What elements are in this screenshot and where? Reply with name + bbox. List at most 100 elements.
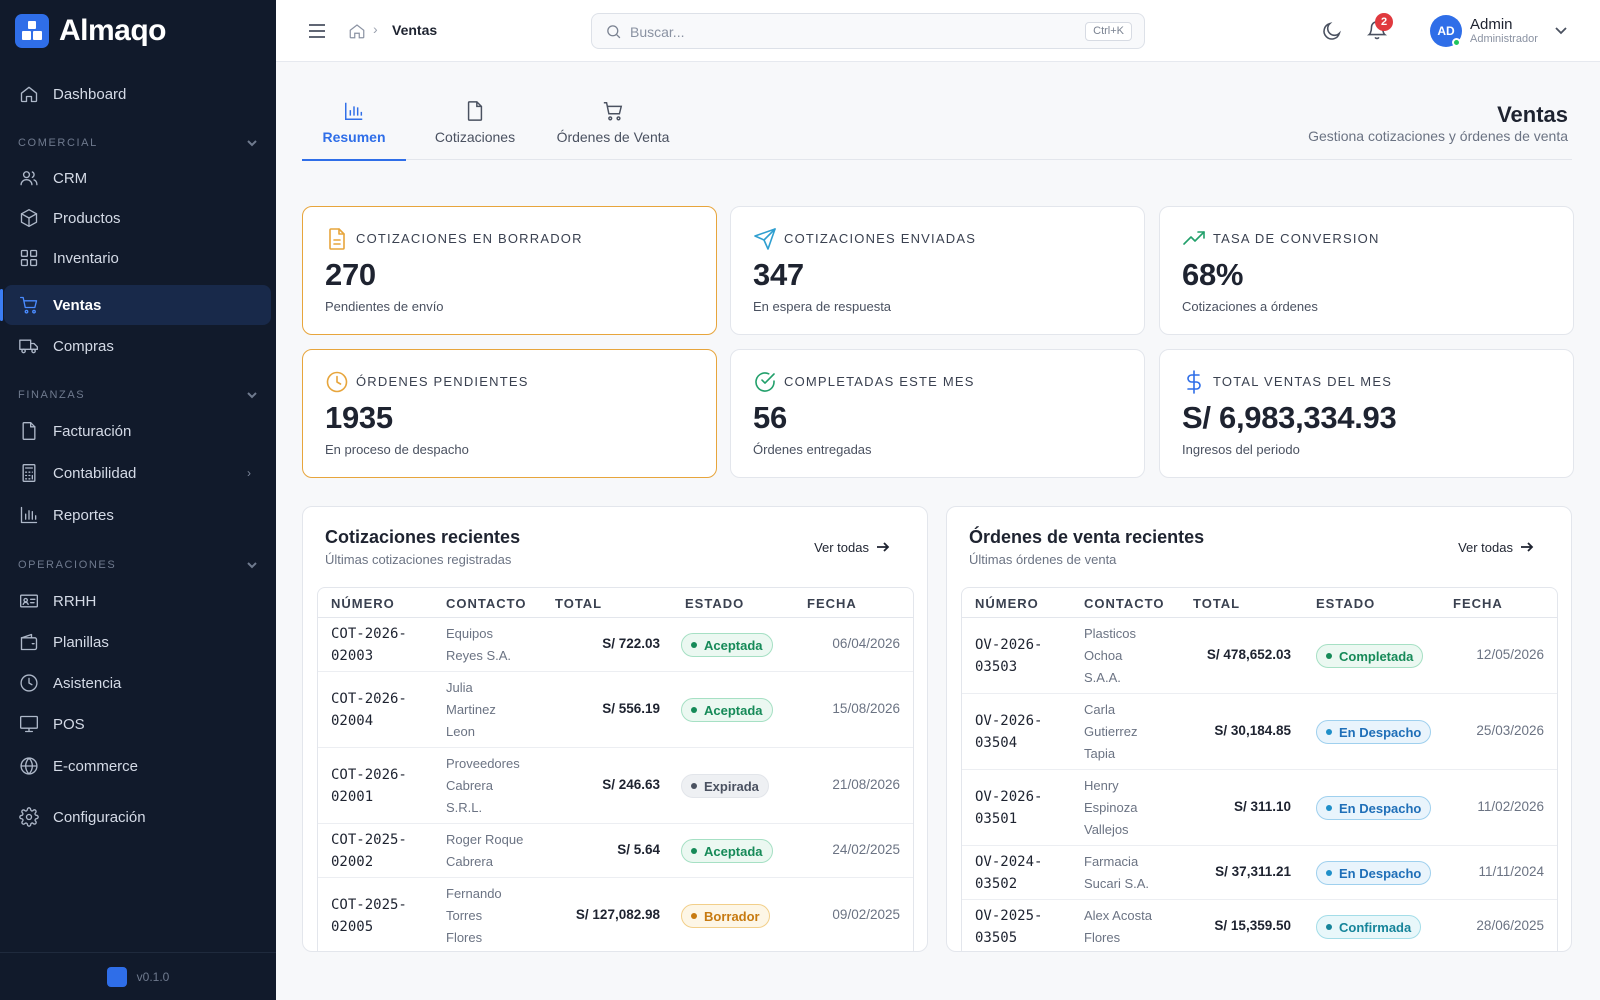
row-number[interactable]: OV-2026- 03501	[975, 786, 1042, 830]
status-dot-icon	[691, 642, 697, 648]
table-row[interactable]: COT-2026- 02001 Proveedores Cabrera S.R.L. S/…	[318, 748, 913, 824]
row-number[interactable]: OV-2026- 03504	[975, 710, 1042, 754]
stat-value: 270	[325, 257, 376, 292]
row-number[interactable]: COT-2025- 02005	[331, 894, 407, 938]
sidebar-item-dashboard[interactable]: Dashboard	[4, 74, 271, 114]
panel-title: Órdenes de venta recientes	[969, 527, 1205, 547]
theme-toggle-moon-icon[interactable]	[1321, 20, 1343, 42]
column-header[interactable]: FECHA	[1453, 596, 1503, 611]
gear-icon	[19, 807, 39, 827]
row-total: S/ 246.63	[602, 777, 660, 792]
row-total: S/ 311.10	[1233, 799, 1291, 814]
row-number[interactable]: OV-2026- 03503	[975, 634, 1042, 678]
column-header[interactable]: ESTADO	[1316, 596, 1376, 611]
row-number-line: 02005	[331, 919, 374, 935]
row-total: S/ 30,184.85	[1214, 723, 1291, 738]
row-date: 25/03/2026	[1476, 723, 1544, 738]
sidebar-item-reportes[interactable]: Reportes	[4, 495, 271, 535]
stat-card-completadas-mes[interactable]: COMPLETADAS ESTE MES 56 Órdenes entregad…	[730, 349, 1145, 478]
column-header[interactable]: NÚMERO	[331, 596, 395, 611]
table-row[interactable]: COT-2025- 02005 Fernando Torres Flores S/ 127…	[318, 878, 913, 951]
chevron-down-icon	[247, 140, 257, 147]
stat-card-ordenes-pendientes[interactable]: ÓRDENES PENDIENTES 1935 En proceso de de…	[302, 349, 717, 478]
stat-title: COTIZACIONES EN BORRADOR	[356, 231, 583, 246]
row-contact-line: Plasticos	[1084, 626, 1137, 641]
view-all-orders-link[interactable]: Ver todas	[1458, 539, 1535, 555]
row-number-line: COT-2026-	[331, 767, 407, 783]
table-row[interactable]: COT-2026- 02004 Julia Martinez Leon S/ 556.19…	[318, 672, 913, 748]
sidebar-item-productos[interactable]: Productos	[4, 198, 271, 238]
search-input[interactable]	[630, 22, 1030, 42]
row-contact: Farmacia Sucari S.A.	[1084, 851, 1149, 895]
row-number-line: 03502	[975, 876, 1018, 892]
column-header[interactable]: CONTACTO	[1084, 596, 1165, 611]
table-row[interactable]: OV-2026- 03501 Henry Espinoza Vallejos S/ 311…	[962, 770, 1557, 846]
clock-icon	[20, 674, 38, 692]
chevron-down-icon	[247, 392, 257, 399]
stat-card-total-ventas-mes[interactable]: TOTAL VENTAS DEL MES S/ 6,983,334.93 Ing…	[1159, 349, 1574, 478]
row-number[interactable]: OV-2024- 03502	[975, 851, 1042, 895]
sidebar-item-crm[interactable]: CRM	[4, 158, 271, 198]
row-contact-line: Ochoa	[1084, 648, 1123, 663]
sidebar-item-contabilidad[interactable]: Contabilidad ›	[4, 453, 271, 493]
row-number[interactable]: OV-2025- 03505	[975, 905, 1042, 949]
breadcrumb-home-icon[interactable]	[348, 22, 366, 40]
status-label: Confirmada	[1339, 919, 1412, 935]
brand[interactable]: Almaqo	[0, 0, 276, 62]
stat-card-tasa-conversion[interactable]: TASA DE CONVERSION 68% Cotizaciones a ór…	[1159, 206, 1574, 335]
row-number-line: 03503	[975, 659, 1018, 675]
table-row[interactable]: COT-2026- 02003 Equipos Reyes S.A. S/ 722.03…	[318, 618, 913, 672]
sidebar-item-ecommerce[interactable]: E-commerce	[4, 746, 271, 786]
sidebar-item-configuracion[interactable]: Configuración	[4, 797, 271, 837]
sidebar-item-compras[interactable]: Compras	[4, 326, 271, 366]
table-row[interactable]: OV-2024- 03502 Farmacia Sucari S.A. S/ 37,31…	[962, 846, 1557, 900]
tab-cotizaciones[interactable]: Cotizaciones	[420, 92, 530, 160]
user-menu-chevron-down-icon[interactable]	[1553, 22, 1569, 38]
sidebar-item-label: Configuración	[53, 808, 146, 826]
tab-resumen[interactable]: Resumen	[302, 92, 406, 161]
section-operaciones[interactable]: OPERACIONES	[18, 559, 258, 571]
sidebar-item-rrhh[interactable]: RRHH	[4, 581, 271, 621]
view-all-quotes-link[interactable]: Ver todas	[814, 539, 891, 555]
section-finanzas[interactable]: FINANZAS	[18, 389, 258, 401]
row-number[interactable]: COT-2026- 02004	[331, 688, 407, 732]
tab-label: Órdenes de Venta	[556, 129, 670, 145]
table-row[interactable]: COT-2025- 02002 Roger Roque Cabrera S/ 5.64 A…	[318, 824, 913, 878]
row-contact-line: Martinez	[446, 702, 496, 717]
section-comercial[interactable]: COMERCIAL	[18, 137, 258, 149]
notifications-badge: 2	[1375, 13, 1393, 31]
sidebar-item-inventario[interactable]: Inventario	[4, 238, 271, 278]
sidebar-item-planillas[interactable]: Planillas	[4, 622, 271, 662]
row-contact-line: Flores	[446, 930, 483, 945]
search-box[interactable]: Ctrl+K	[591, 13, 1145, 49]
sidebar-item-facturacion[interactable]: Facturación	[4, 411, 271, 451]
row-number[interactable]: COT-2026- 02003	[331, 623, 407, 667]
tab-ordenes-de-venta[interactable]: Órdenes de Venta	[550, 92, 676, 160]
column-header[interactable]: ESTADO	[685, 596, 745, 611]
column-header[interactable]: CONTACTO	[446, 596, 527, 611]
sidebar-item-pos[interactable]: POS	[4, 704, 271, 744]
sidebar-item-ventas[interactable]: Ventas	[0, 285, 271, 325]
stat-card-cotizaciones-borrador[interactable]: COTIZACIONES EN BORRADOR 270 Pendientes …	[302, 206, 717, 335]
user-name[interactable]: Admin	[1470, 16, 1513, 33]
page-subtitle: Gestiona cotizaciones y órdenes de venta	[1308, 128, 1568, 144]
stat-value: 68%	[1182, 257, 1244, 292]
row-contact-line: Flores	[1084, 930, 1121, 945]
table-row[interactable]: OV-2026- 03504 Carla Gutierrez Tapia S/ 30,18…	[962, 694, 1557, 770]
sidebar-item-label: Inventario	[53, 249, 119, 267]
id-card-icon	[20, 594, 38, 608]
table-row[interactable]: OV-2025- 03505 Alex Acosta Flores S/ 15,359.…	[962, 900, 1557, 951]
column-header[interactable]: FECHA	[807, 596, 857, 611]
stat-card-cotizaciones-enviadas[interactable]: COTIZACIONES ENVIADAS 347 En espera de r…	[730, 206, 1145, 335]
row-number-line: COT-2026-	[331, 691, 407, 707]
table-row[interactable]: OV-2026- 03503 Plasticos Ochoa S.A.A. S/ 478,…	[962, 618, 1557, 694]
menu-toggle-icon[interactable]	[306, 20, 328, 42]
column-header[interactable]: NÚMERO	[975, 596, 1039, 611]
status-dot-icon	[691, 707, 697, 713]
row-number[interactable]: COT-2025- 02002	[331, 829, 407, 873]
sidebar-item-asistencia[interactable]: Asistencia	[4, 663, 271, 703]
sidebar-item-label: Contabilidad	[53, 464, 137, 482]
row-number[interactable]: COT-2026- 02001	[331, 764, 407, 808]
column-header[interactable]: TOTAL	[1193, 596, 1241, 611]
column-header[interactable]: TOTAL	[555, 596, 603, 611]
